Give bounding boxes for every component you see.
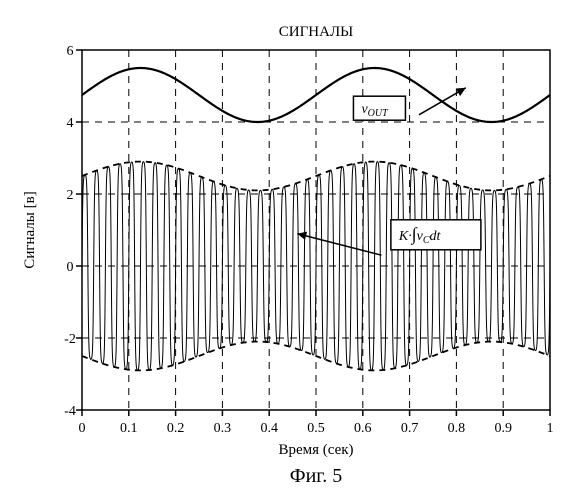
y-tick-label: 4 — [67, 116, 74, 131]
figure-container: 00.10.20.30.40.50.60.70.80.91-4-20246νOU… — [10, 10, 578, 490]
x-tick-label: 0.6 — [354, 421, 372, 436]
y-tick-label: 6 — [67, 44, 74, 59]
x-tick-label: 0.2 — [167, 421, 185, 436]
x-tick-label: 0.8 — [448, 421, 466, 436]
figure-caption: Фиг. 5 — [290, 465, 342, 487]
x-tick-label: 0.7 — [401, 421, 419, 436]
chart-title: СИГНАЛЫ — [279, 24, 353, 40]
x-tick-label: 1 — [547, 421, 554, 436]
x-axis-label: Время (сек) — [278, 442, 353, 458]
signals-chart: 00.10.20.30.40.50.60.70.80.91-4-20246νOU… — [10, 10, 578, 490]
x-tick-label: 0.4 — [260, 421, 278, 436]
x-tick-label: 0.9 — [494, 421, 512, 436]
x-tick-label: 0.5 — [307, 421, 325, 436]
y-axis-label: Сигналы [в] — [22, 191, 38, 268]
x-tick-label: 0 — [79, 421, 86, 436]
x-tick-label: 0.1 — [120, 421, 138, 436]
y-tick-label: 0 — [67, 260, 74, 275]
y-tick-label: 2 — [67, 188, 74, 203]
y-tick-label: -2 — [64, 332, 76, 347]
y-tick-label: -4 — [64, 404, 76, 419]
x-tick-label: 0.3 — [214, 421, 232, 436]
